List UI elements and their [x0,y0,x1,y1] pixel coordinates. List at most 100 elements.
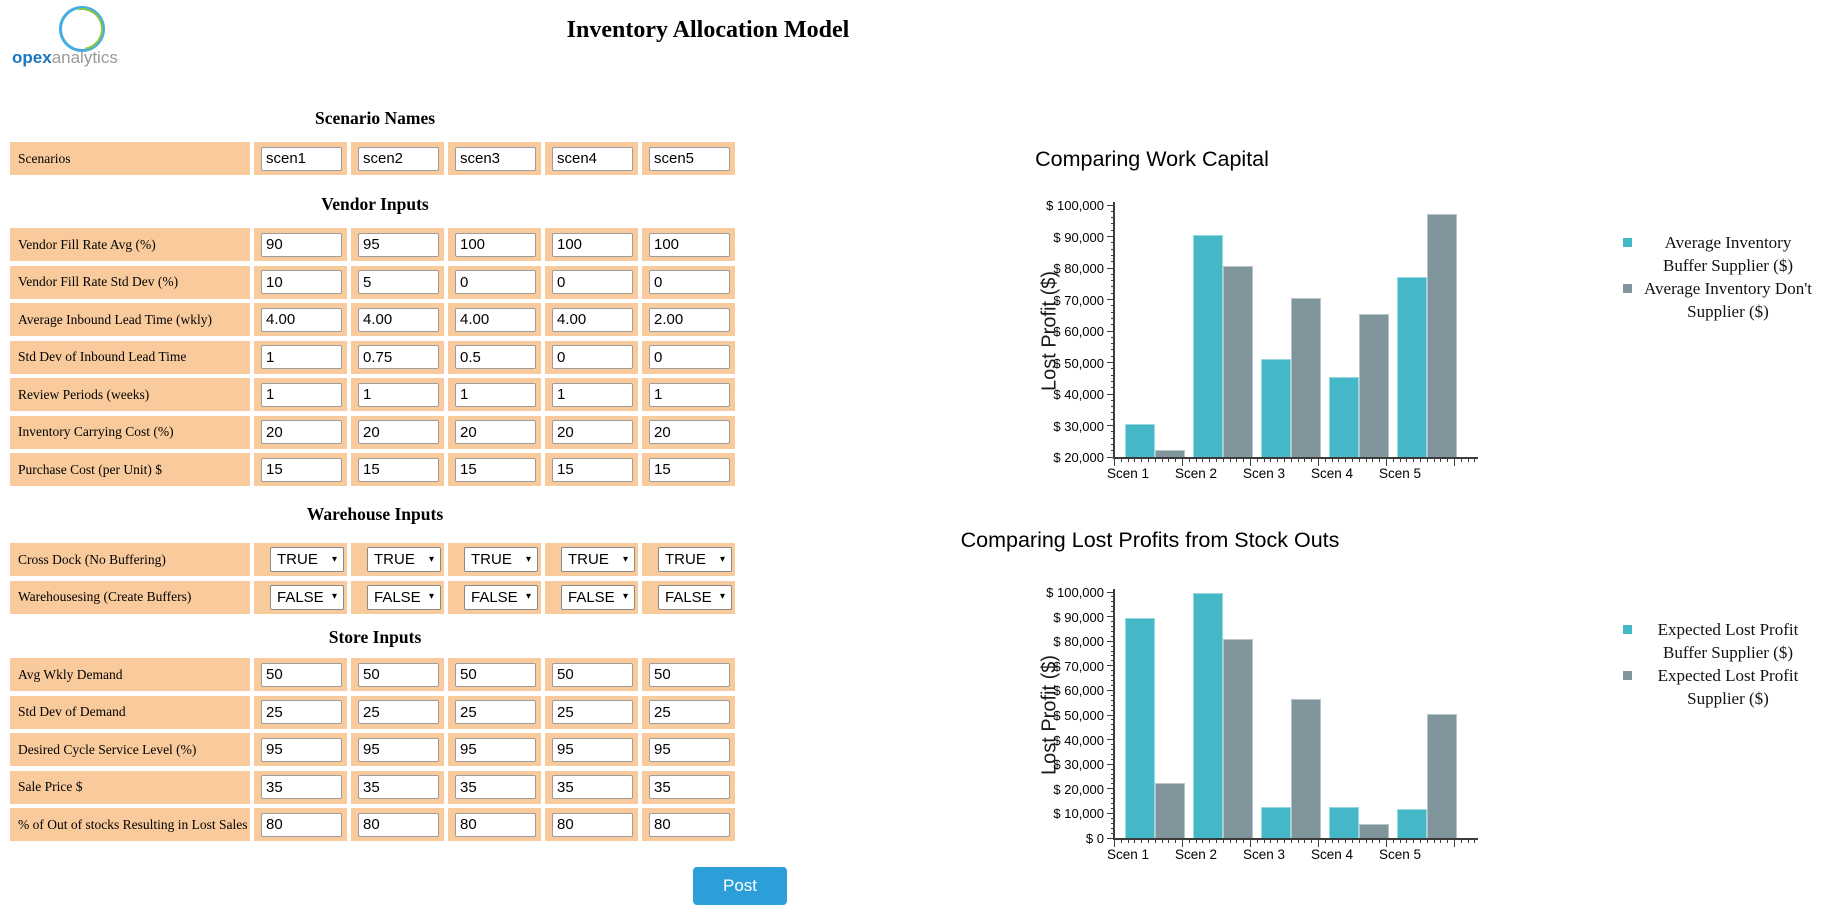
average-inbound-lead-time-wkly-scen1-input[interactable] [261,307,342,332]
table-cell [351,808,444,841]
inventory-carrying-cost-scen3-input[interactable] [455,420,536,444]
review-periods-weeks-scen2-input[interactable] [358,382,439,407]
x-minor-tick [1324,839,1326,843]
std-dev-of-inbound-lead-time-scen3-input[interactable] [455,345,536,369]
purchase-cost-per-unit-scen4-input[interactable] [552,457,633,482]
avg-wkly-demand-scen4-input[interactable] [552,662,633,687]
vendor-fill-rate-std-dev-scen1-input[interactable] [261,270,342,294]
scenarios-scen3-input[interactable] [455,146,536,171]
sale-price-scen1-input[interactable] [261,775,342,799]
x-minor-tick [1426,839,1428,843]
x-minor-tick [1195,458,1197,462]
purchase-cost-per-unit-scen3-input[interactable] [455,457,536,482]
purchase-cost-per-unit-scen2-input[interactable] [358,457,439,482]
section-heading-scenario-names: Scenario Names [314,108,436,128]
std-dev-of-demand-scen1-input[interactable] [261,700,342,724]
std-dev-of-inbound-lead-time-scen5-input[interactable] [649,345,730,369]
inventory-carrying-cost-scen1-input[interactable] [261,420,342,444]
vendor-fill-rate-avg-scen3-input[interactable] [455,232,536,257]
average-inbound-lead-time-wkly-scen2-input[interactable] [358,307,439,332]
average-inbound-lead-time-wkly-scen5-input[interactable] [649,307,730,332]
cross-dock-no-buffering-scen4-select[interactable]: TRUE ▾ [561,547,635,572]
warehousesing-create-buffers-scen4-select[interactable]: FALSE ▾ [561,584,635,610]
y-tick-label: $ 80,000 [1053,261,1104,276]
cross-dock-no-buffering-scen2-select[interactable]: TRUE ▾ [367,547,441,572]
of-out-of-stocks-resulting-in-lost-sales-scen2-input[interactable] [358,812,439,837]
review-periods-weeks-scen1-input[interactable] [261,382,342,407]
vendor-fill-rate-avg-scen5-input[interactable] [649,232,730,257]
inventory-carrying-cost-scen2-input[interactable] [358,420,439,444]
row-label: Avg Wkly Demand [10,658,250,691]
purchase-cost-per-unit-scen5-input[interactable] [649,457,730,482]
x-tick-label: Scen 4 [1310,466,1354,481]
chart-legend: Expected Lost Profit Buffer Supplier ($)… [1623,618,1833,710]
std-dev-of-demand-scen2-input[interactable] [358,700,439,724]
sale-price-scen4-input[interactable] [552,775,633,799]
cross-dock-no-buffering-scen3-select[interactable]: TRUE ▾ [464,547,538,572]
std-dev-of-inbound-lead-time-scen1-input[interactable] [261,345,342,369]
sale-price-scen5-input[interactable] [649,775,730,799]
chart-title-comparing-work-capital: Comparing Work Capital [1035,147,1269,171]
std-dev-of-demand-scen5-input[interactable] [649,700,730,724]
desired-cycle-service-level-scen5-input[interactable] [649,737,730,762]
x-tick-label: Scen 2 [1174,466,1218,481]
avg-wkly-demand-scen3-input[interactable] [455,662,536,687]
average-inbound-lead-time-wkly-scen3-input[interactable] [455,307,536,332]
vendor-fill-rate-std-dev-scen4-input[interactable] [552,270,633,294]
desired-cycle-service-level-scen3-input[interactable] [455,737,536,762]
sale-price-scen2-input[interactable] [358,775,439,799]
table-cell [254,770,347,804]
post-button[interactable]: Post [693,867,787,905]
scenarios-scen1-input[interactable] [261,146,342,171]
x-minor-tick [1474,458,1476,462]
cross-dock-no-buffering-scen1-select[interactable]: TRUE ▾ [270,547,344,572]
std-dev-of-demand-scen4-input[interactable] [552,700,633,724]
y-tick-mark [1107,456,1113,458]
vendor-fill-rate-avg-scen4-input[interactable] [552,232,633,257]
inventory-carrying-cost-scen4-input[interactable] [552,420,633,444]
std-dev-of-inbound-lead-time-scen2-input[interactable] [358,345,439,369]
warehousesing-create-buffers-scen2-select[interactable]: FALSE ▾ [367,584,441,610]
std-dev-of-demand-scen3-input[interactable] [455,700,536,724]
vendor-fill-rate-avg-scen1-input[interactable] [261,232,342,257]
warehousesing-create-buffers-scen1-select[interactable]: FALSE ▾ [270,584,344,610]
x-tick-label: Scen 3 [1242,466,1286,481]
average-inbound-lead-time-wkly-scen4-input[interactable] [552,307,633,332]
vendor-fill-rate-std-dev-scen2-input[interactable] [358,270,439,294]
scenarios-scen4-input[interactable] [552,146,633,171]
warehousesing-create-buffers-scen3-select[interactable]: FALSE ▾ [464,584,538,610]
desired-cycle-service-level-scen4-input[interactable] [552,737,633,762]
scenarios-scen5-input[interactable] [649,146,730,171]
review-periods-weeks-scen3-input[interactable] [455,382,536,407]
inventory-carrying-cost-scen5-input[interactable] [649,420,730,444]
table-cell: FALSE ▾ [448,580,541,614]
desired-cycle-service-level-scen1-input[interactable] [261,737,342,762]
x-minor-tick [1406,839,1408,843]
sale-price-scen3-input[interactable] [455,775,536,799]
y-tick-label: $ 60,000 [1053,324,1104,339]
avg-wkly-demand-scen2-input[interactable] [358,662,439,687]
avg-wkly-demand-scen5-input[interactable] [649,662,730,687]
vendor-fill-rate-std-dev-scen3-input[interactable] [455,270,536,294]
desired-cycle-service-level-scen2-input[interactable] [358,737,439,762]
table-cell [642,228,735,261]
scenarios-scen2-input[interactable] [358,146,439,171]
table-cell [448,733,541,766]
std-dev-of-inbound-lead-time-scen4-input[interactable] [552,345,633,369]
review-periods-weeks-scen4-input[interactable] [552,382,633,407]
of-out-of-stocks-resulting-in-lost-sales-scen5-input[interactable] [649,812,730,837]
select-value: FALSE [471,588,518,606]
cross-dock-no-buffering-scen5-select[interactable]: TRUE ▾ [658,547,732,572]
vendor-fill-rate-avg-scen2-input[interactable] [358,232,439,257]
x-minor-tick [1195,839,1197,843]
warehousesing-create-buffers-scen5-select[interactable]: FALSE ▾ [658,584,732,610]
vendor-fill-rate-std-dev-scen5-input[interactable] [649,270,730,294]
review-periods-weeks-scen5-input[interactable] [649,382,730,407]
of-out-of-stocks-resulting-in-lost-sales-scen1-input[interactable] [261,812,342,837]
of-out-of-stocks-resulting-in-lost-sales-scen4-input[interactable] [552,812,633,837]
purchase-cost-per-unit-scen1-input[interactable] [261,457,342,482]
of-out-of-stocks-resulting-in-lost-sales-scen3-input[interactable] [455,812,536,837]
avg-wkly-demand-scen1-input[interactable] [261,662,342,687]
table-cell: TRUE ▾ [545,543,638,576]
row-label: Desired Cycle Service Level (%) [10,733,250,766]
